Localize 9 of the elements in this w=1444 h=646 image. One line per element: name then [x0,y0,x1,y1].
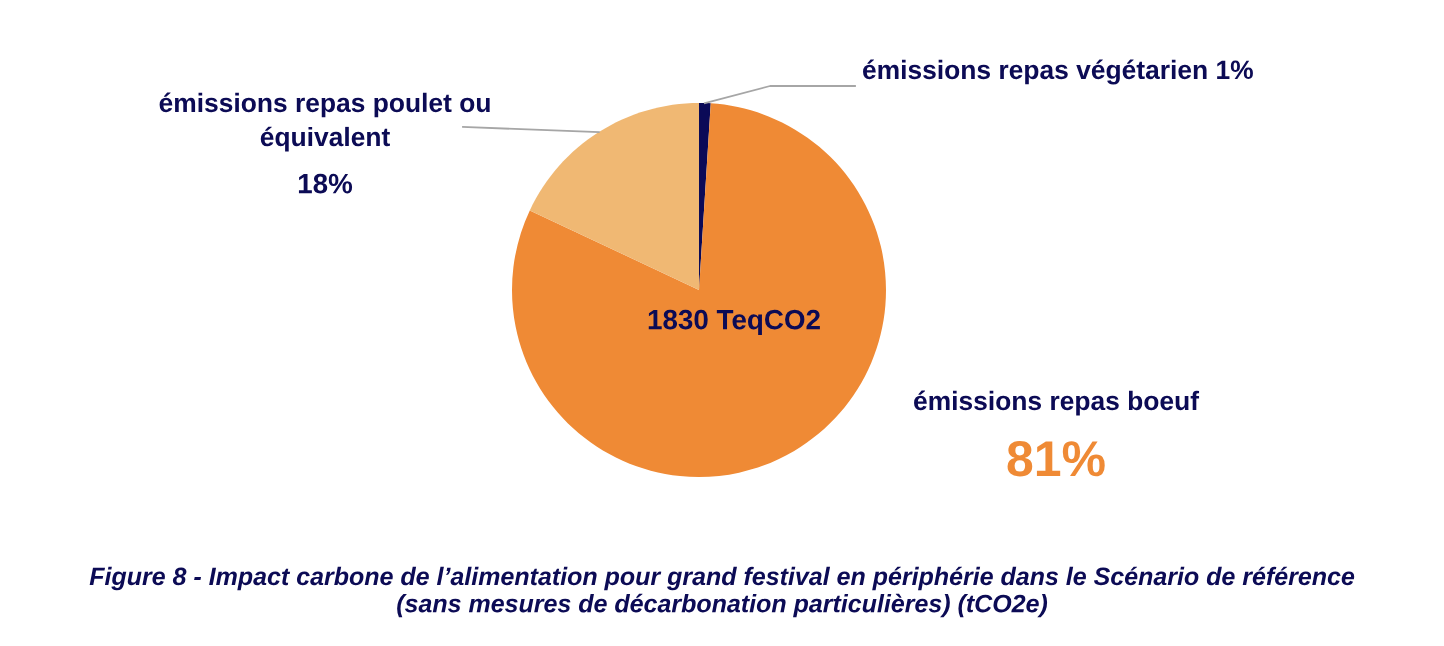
data-label: 18% [298,173,353,194]
slice-label: émissions repas boeuf [914,390,1200,416]
slice-label: émissions repas végétarien 1% [863,59,1253,85]
pie-slice [529,103,699,290]
slice-label: émissions repas poulet ou équivalent [159,92,490,152]
text: Figure 8 - Impact carbone de l’alimentation pour grand festival en périphérie dans le Scénario de référence (sans mesures de décarbonation particulières) (tCO2e) [89,566,1355,618]
text: 1830 TeqCO2 [648,309,820,335]
pie-slice [512,103,886,477]
data-label: 81% [1007,441,1105,477]
